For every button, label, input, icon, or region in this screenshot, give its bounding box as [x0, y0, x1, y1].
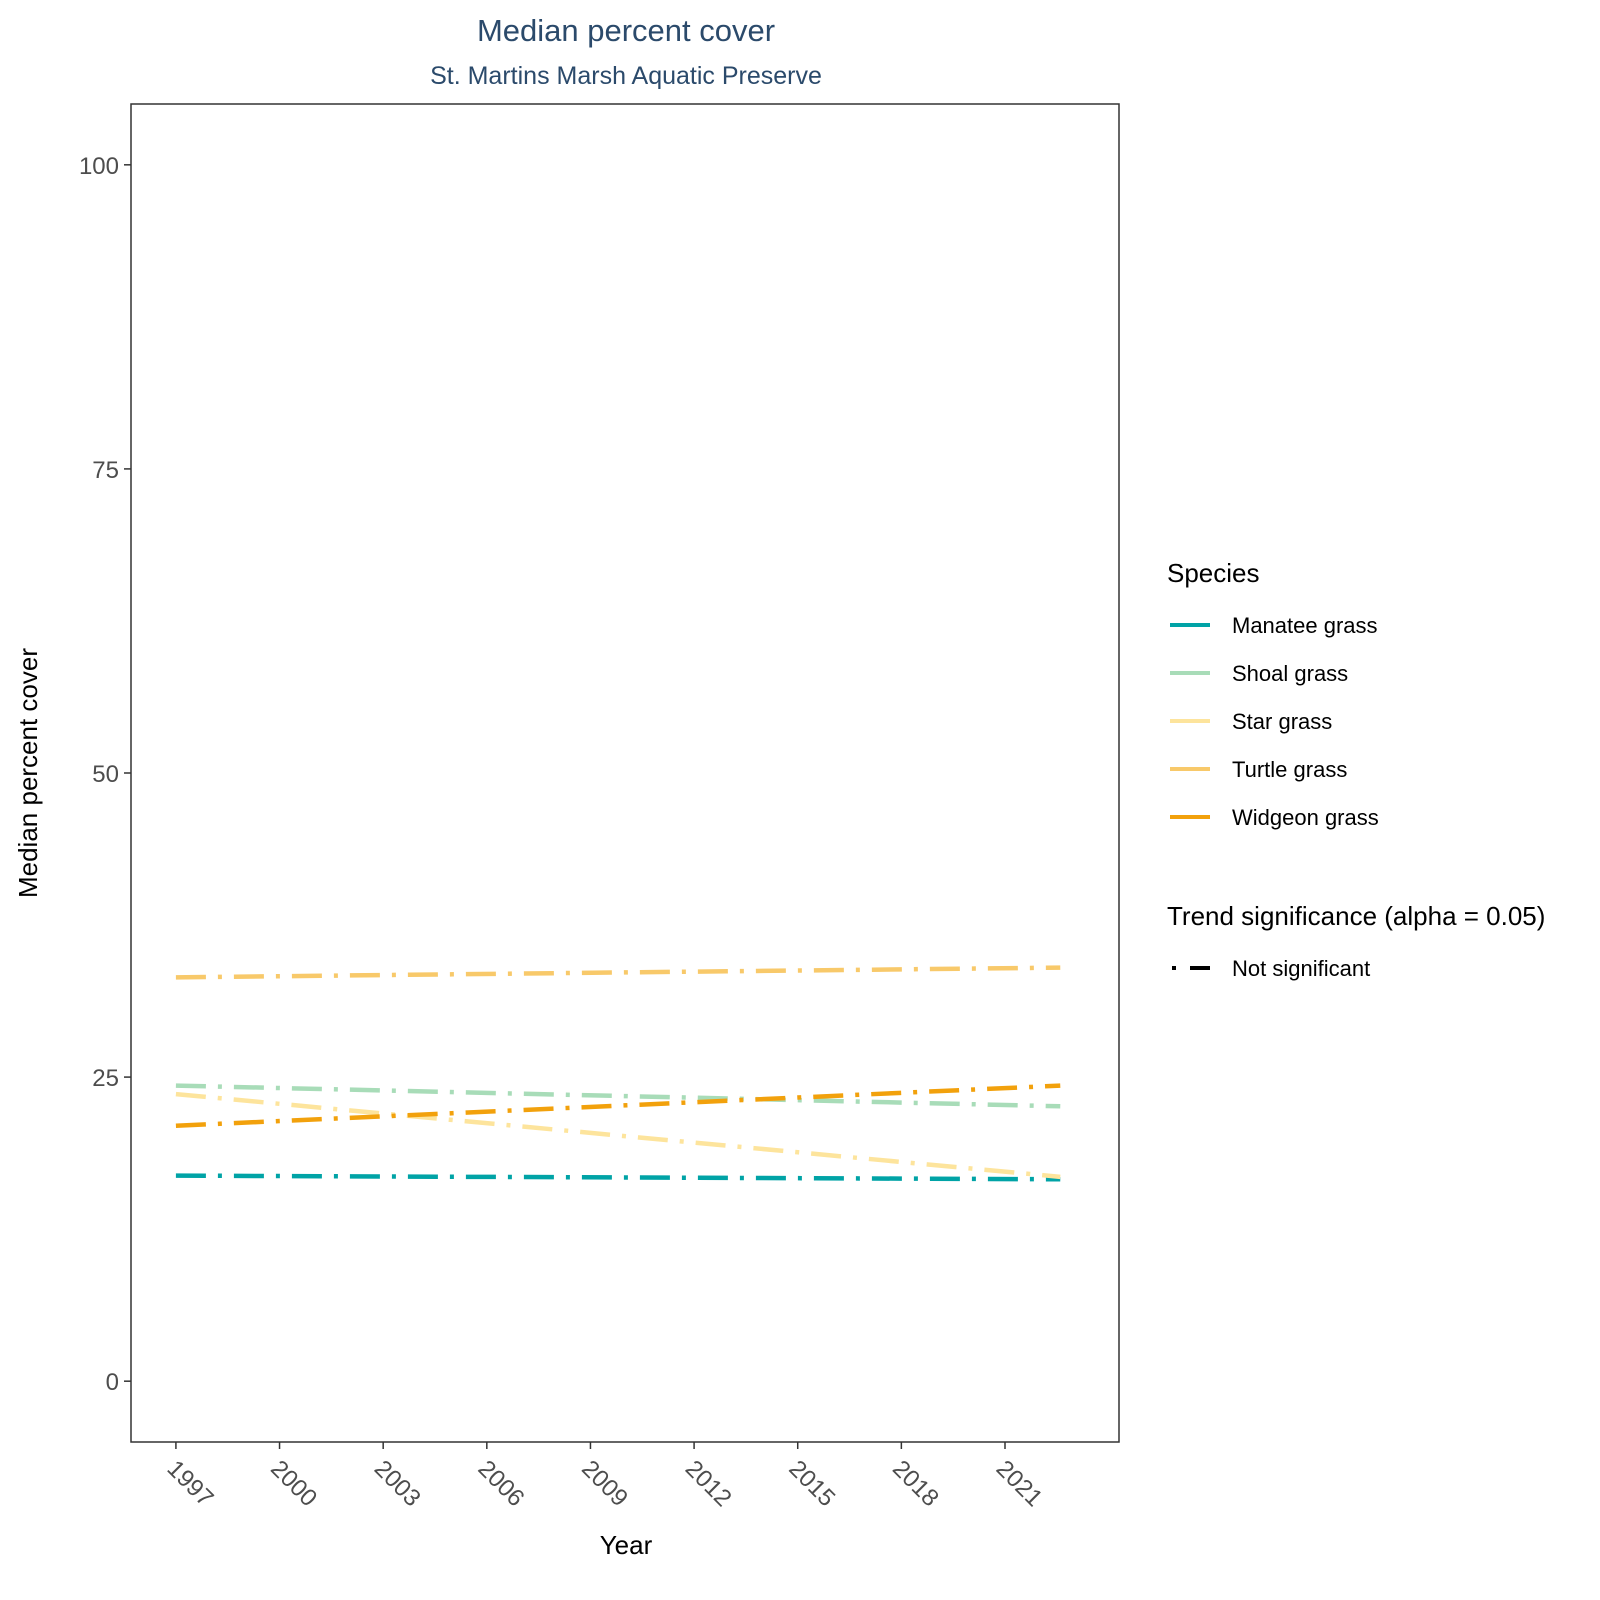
legend-item-label: Widgeon grass	[1232, 805, 1379, 830]
legend-items: Manatee grass Shoal grass Star grass Turtle…	[1170, 613, 1379, 830]
x-axis-title: Year	[600, 1530, 653, 1560]
y-axis: 0 25 50 75 100	[79, 153, 131, 1396]
legend-significance: Trend significance (alpha = 0.05) Not si…	[1167, 901, 1545, 981]
legend-species-title: Species	[1167, 558, 1260, 588]
plot-panel	[130, 103, 1120, 1443]
series-line-star-grass	[175, 1091, 1061, 1180]
legend-species: Species Manatee grass Shoal grass Star gra…	[1167, 558, 1379, 830]
legend-item-label: Turtle grass	[1232, 757, 1347, 782]
x-tick-label: 2021	[991, 1455, 1048, 1512]
y-tick-label: 50	[92, 761, 119, 788]
chart-subtitle: St. Martins Marsh Aquatic Preserve	[430, 62, 822, 90]
significance-items: Not significant	[1172, 956, 1370, 981]
legend-item-label: Manatee grass	[1232, 613, 1378, 638]
x-tick-label: 2000	[265, 1455, 322, 1512]
y-tick-label: 75	[92, 457, 119, 484]
y-tick-label: 0	[106, 1369, 119, 1396]
x-tick-label: 1997	[162, 1455, 219, 1512]
y-axis-title: Median percent cover	[13, 648, 43, 898]
y-tick-label: 25	[92, 1065, 119, 1092]
x-tick-label: 2018	[887, 1455, 944, 1512]
x-tick-label: 2015	[783, 1455, 840, 1512]
legend-item-label: Star grass	[1232, 709, 1332, 734]
x-tick-label: 2012	[680, 1455, 737, 1512]
x-axis: 1997 2000 2003 2006 2009 2012 2015 2018 2021	[162, 1442, 1048, 1512]
significance-label: Not significant	[1232, 956, 1370, 981]
x-tick-label: 2009	[576, 1455, 633, 1512]
legend-significance-title: Trend significance (alpha = 0.05)	[1167, 901, 1545, 931]
y-tick-label: 100	[79, 153, 119, 180]
legend-item-label: Shoal grass	[1232, 661, 1348, 686]
x-tick-label: 2003	[369, 1455, 426, 1512]
chart-title: Median percent cover	[477, 13, 775, 48]
x-tick-label: 2006	[473, 1455, 530, 1512]
series-lines	[175, 965, 1061, 1182]
